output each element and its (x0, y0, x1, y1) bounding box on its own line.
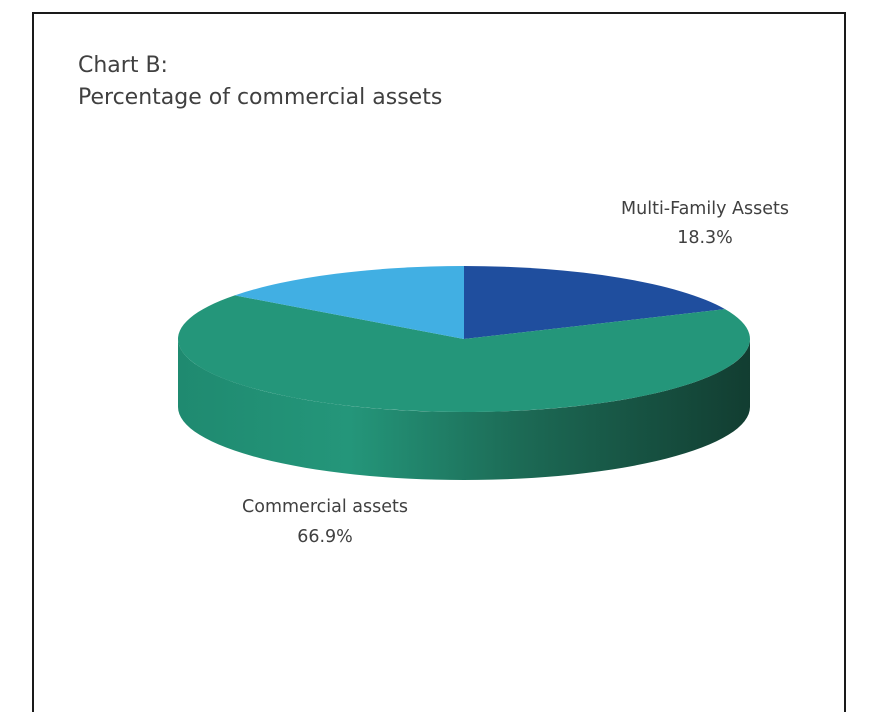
pie-slice-1 (177, 295, 750, 412)
slice-value-commercial: 66.9% (297, 527, 353, 547)
pie-slice-2 (234, 265, 464, 339)
chart-title: Chart B: Percentage of commercial assets (78, 50, 442, 114)
slice-value-multi-family: 18.3% (677, 228, 733, 248)
chart-title-line2: Percentage of commercial assets (78, 85, 443, 110)
pie-side-wall (178, 339, 750, 480)
slice-label-commercial: Commercial assets (242, 497, 408, 517)
pie-top (177, 265, 750, 412)
chart-title-line1: Chart B: (78, 53, 168, 78)
slice-label-multi-family: Multi-Family Assets (621, 199, 789, 219)
pie-slice-0 (464, 266, 726, 339)
pie-side-wall-shape (178, 339, 750, 480)
